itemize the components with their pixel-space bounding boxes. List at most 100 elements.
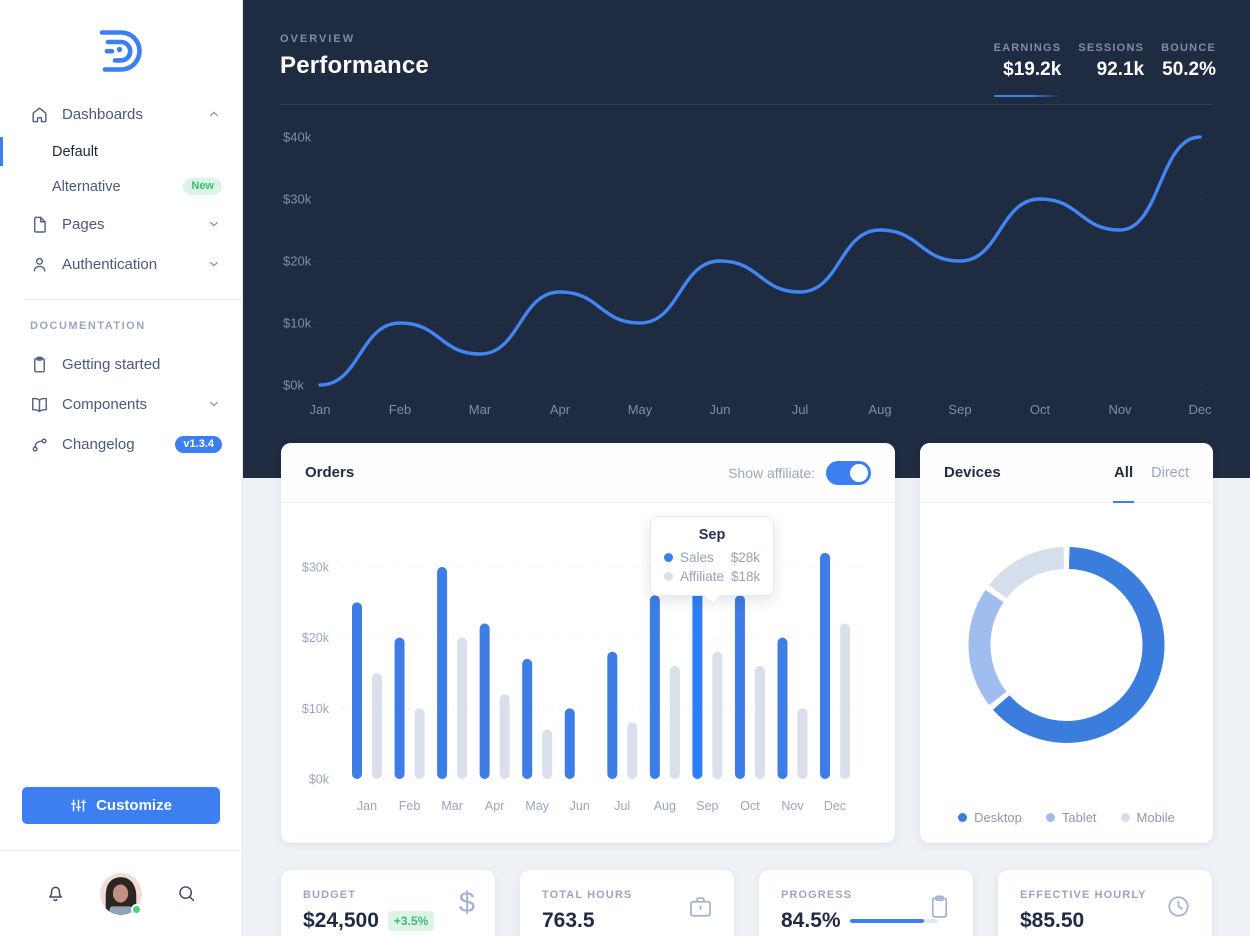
stat-card-value-row: $24,500 +3.5% [303, 909, 475, 933]
brand-logo-icon [99, 30, 142, 72]
main-content: $0k $10k $20k $30k $40k Jan Feb Mar Apr May Jun Jul… [243, 0, 1250, 936]
stat-card-value: $85.50 [1020, 909, 1085, 932]
series-dot [664, 572, 673, 581]
svg-text:Feb: Feb [389, 402, 411, 417]
header-stat-sessions[interactable]: SESSIONS 92.1k [1078, 42, 1144, 97]
avatar[interactable] [100, 872, 142, 915]
tooltip-series-value: $18k [731, 569, 761, 584]
svg-text:Jul: Jul [792, 402, 809, 417]
customize-button[interactable]: Customize [22, 787, 220, 824]
user-icon [30, 255, 49, 274]
sidebar: Dashboards Default Alternative New Pages Auth… [0, 0, 243, 936]
clipboard-icon [926, 893, 953, 920]
sliders-icon [70, 797, 87, 814]
legend-desktop[interactable]: Desktop [958, 810, 1022, 825]
sidebar-item-label: Getting started [62, 355, 161, 373]
chevron-down-icon [206, 396, 222, 412]
svg-text:Apr: Apr [550, 402, 571, 417]
item-trailing [206, 396, 222, 412]
chevron-down-icon [206, 256, 222, 272]
git-branch-icon [30, 435, 49, 454]
devices-chart-area: Desktop Tablet Mobile [920, 503, 1213, 843]
svg-text:May: May [628, 402, 653, 417]
tab-direct[interactable]: Direct [1151, 464, 1189, 481]
search-icon[interactable] [176, 883, 197, 904]
devices-tabs: All Direct [1112, 464, 1189, 503]
stat-card-label: BUDGET [303, 889, 357, 901]
devices-legend: Desktop Tablet Mobile [920, 810, 1213, 825]
badge-new: New [183, 178, 222, 195]
tooltip-rows: Sales $28k Affiliate $18k [664, 550, 760, 584]
bell-icon[interactable] [45, 883, 66, 904]
svg-text:Aug: Aug [868, 402, 891, 417]
svg-text:Mar: Mar [469, 402, 492, 417]
devices-title: Devices [944, 464, 1001, 481]
stat-value: 50.2% [1162, 59, 1216, 80]
legend-label: Mobile [1136, 810, 1175, 825]
chart-tooltip: Sep Sales $28k Affiliate $18k [650, 516, 774, 596]
brand-logo[interactable] [0, 0, 242, 94]
legend-label: Tablet [1061, 810, 1097, 825]
tooltip-series-value: $28k [730, 550, 760, 565]
orders-chart-area: $0k $10k $20k $30k Jan Feb Mar Apr May Jun Jul Aug S… [281, 503, 895, 843]
tab-all[interactable]: All [1112, 464, 1135, 503]
svg-text:Apr: Apr [485, 799, 504, 813]
svg-text:May: May [525, 799, 549, 813]
header-stat-bounce[interactable]: BOUNCE 50.2% [1161, 42, 1216, 97]
sidebar-item-label: Components [62, 395, 148, 413]
item-trailing [206, 216, 222, 232]
dollar-icon: $ [458, 887, 475, 919]
svg-text:Nov: Nov [781, 799, 804, 813]
chevron-up-icon [206, 106, 222, 122]
home-icon [30, 105, 49, 124]
svg-text:Dec: Dec [824, 799, 846, 813]
sidebar-item-default[interactable]: Default [0, 134, 242, 169]
sidebar-item-label: Pages [62, 215, 105, 233]
stat-card-value: 84.5% [781, 909, 841, 932]
sidebar-divider [24, 299, 242, 300]
book-icon [30, 395, 49, 414]
briefcase-icon [687, 893, 714, 920]
stat-card-budget: BUDGET $24,500 +3.5% $ [281, 870, 495, 936]
stat-card-value: 763.5 [542, 909, 595, 932]
series-dot [664, 553, 673, 562]
sidebar-item-dashboards[interactable]: Dashboards [0, 94, 242, 134]
legend-label: Desktop [974, 810, 1022, 825]
show-affiliate-toggle[interactable] [826, 460, 871, 485]
clock-icon [1165, 893, 1192, 920]
item-trailing: v1.3.4 [175, 435, 222, 453]
header-stat-earnings[interactable]: EARNINGS $19.2k [993, 42, 1062, 97]
tooltip-series-label: Sales [680, 550, 714, 565]
stat-card-progress: PROGRESS 84.5% [759, 870, 973, 936]
svg-text:Oct: Oct [740, 799, 760, 813]
sidebar-item-alternative[interactable]: Alternative New [0, 169, 242, 204]
sidebar-footer [0, 850, 242, 936]
svg-text:$30k: $30k [283, 192, 312, 207]
svg-text:Oct: Oct [1030, 402, 1051, 417]
sidebar-item-label: Authentication [62, 255, 158, 273]
stat-card-value-row: $85.50 [1020, 909, 1192, 933]
stat-card-label: TOTAL HOURS [542, 889, 633, 901]
svg-text:Jun: Jun [710, 402, 731, 417]
sidebar-item-authentication[interactable]: Authentication [0, 244, 242, 284]
svg-text:Dec: Dec [1188, 402, 1212, 417]
sidebar-item-components[interactable]: Components [0, 384, 242, 424]
legend-tablet[interactable]: Tablet [1045, 810, 1097, 825]
sidebar-item-label: Default [52, 143, 98, 160]
tooltip-row-sales: Sales $28k [664, 550, 760, 565]
legend-mobile[interactable]: Mobile [1120, 810, 1175, 825]
devices-donut-chart [968, 547, 1165, 743]
sidebar-nav: Dashboards Default Alternative New Pages Auth… [0, 94, 242, 464]
stat-card-total-hours: TOTAL HOURS 763.5 [520, 870, 734, 936]
sidebar-item-label: Alternative [52, 178, 121, 195]
sidebar-item-getting-started[interactable]: Getting started [0, 344, 242, 384]
stat-card-label: PROGRESS [781, 889, 853, 901]
legend-dot [958, 813, 968, 822]
sidebar-item-pages[interactable]: Pages [0, 204, 242, 244]
svg-text:Jul: Jul [614, 799, 630, 813]
hero-stats: EARNINGS $19.2k SESSIONS 92.1k BOUNCE 50.2% [993, 42, 1216, 97]
orders-card-header: Orders Show affiliate: [281, 443, 895, 503]
tooltip-series-label: Affiliate [680, 569, 725, 584]
sidebar-item-changelog[interactable]: Changelog v1.3.4 [0, 424, 242, 464]
